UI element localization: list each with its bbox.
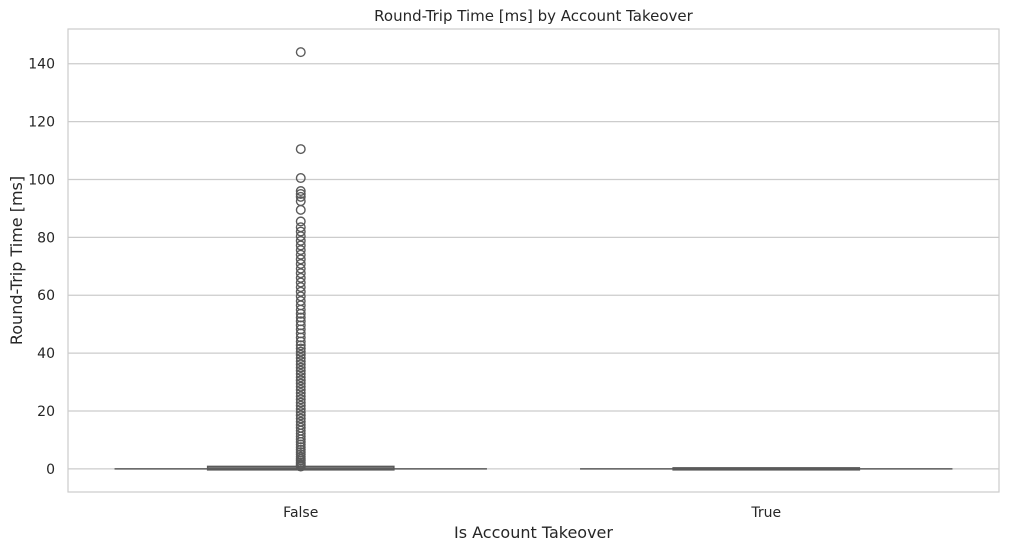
plot-frame	[67, 28, 1000, 493]
outlier-point	[295, 144, 306, 155]
y-tick-label: 120	[28, 115, 55, 131]
outlier-point	[295, 391, 306, 402]
outlier-point	[295, 340, 306, 351]
outlier-point	[295, 216, 306, 227]
grid-lines	[68, 63, 999, 470]
outlier-point	[295, 400, 306, 411]
y-tick-label: 140	[28, 57, 55, 73]
box-true	[580, 467, 953, 471]
outlier-point	[295, 397, 306, 408]
outlier-point	[295, 346, 306, 357]
outlier-point	[295, 320, 306, 331]
outlier-point	[295, 365, 306, 376]
outlier-point	[295, 368, 306, 379]
outlier-point	[295, 191, 306, 202]
outlier-point	[295, 196, 306, 207]
boxes	[114, 47, 953, 472]
box-false	[114, 47, 487, 472]
outlier-point	[295, 384, 306, 395]
outlier-point	[295, 226, 306, 237]
outlier-point	[295, 375, 306, 386]
outlier-point	[295, 188, 306, 199]
outlier-point	[295, 312, 306, 323]
outlier-point	[295, 47, 306, 58]
outlier-point	[295, 394, 306, 405]
y-tick-label: 80	[37, 230, 55, 246]
y-tick-label: 0	[46, 462, 55, 478]
outlier-point	[295, 173, 306, 184]
outlier-point	[295, 222, 306, 233]
outlier-point	[295, 349, 306, 360]
x-tick-label: True	[750, 505, 781, 521]
outlier-point	[295, 186, 306, 197]
outlier-point	[295, 419, 306, 430]
outlier-point	[295, 353, 306, 364]
outlier-point	[295, 372, 306, 383]
y-tick-label: 20	[37, 404, 55, 420]
y-axis-label: Round-Trip Time [ms]	[7, 176, 26, 345]
outlier-point	[295, 388, 306, 399]
y-tick-label: 40	[37, 346, 55, 362]
x-tick-labels: False True	[283, 505, 781, 521]
outlier-point	[295, 378, 306, 389]
outlier-point	[295, 316, 306, 327]
outlier-point	[295, 403, 306, 414]
y-tick-label: 60	[37, 288, 55, 304]
outlier-point	[295, 413, 306, 424]
y-tick-labels: 0 20 40 60 80 100 120 140	[28, 57, 55, 478]
outlier-point	[295, 343, 306, 354]
outlier-point	[295, 362, 306, 373]
outlier-point	[295, 410, 306, 421]
chart-title: Round-Trip Time [ms] by Account Takeover	[374, 7, 693, 25]
outlier-point	[295, 442, 306, 453]
outlier-point	[295, 416, 306, 427]
outlier-point	[295, 381, 306, 392]
x-axis-label: Is Account Takeover	[454, 523, 613, 542]
outlier-point	[295, 359, 306, 370]
outlier-point	[295, 407, 306, 418]
x-tick-label: False	[283, 505, 318, 521]
y-tick-label: 100	[28, 172, 55, 188]
outlier-point	[295, 444, 306, 455]
outlier-point	[295, 204, 306, 215]
outlier-point	[295, 356, 306, 367]
